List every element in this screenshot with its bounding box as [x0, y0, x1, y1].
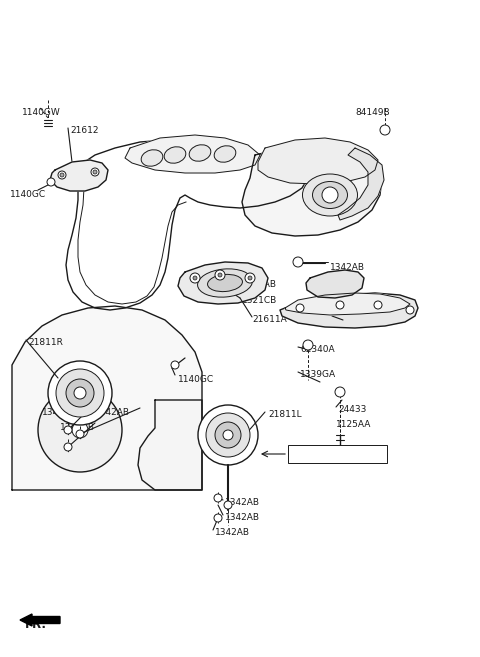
Polygon shape — [125, 135, 260, 173]
Text: 24433: 24433 — [338, 405, 366, 414]
Polygon shape — [258, 138, 378, 184]
Circle shape — [72, 422, 88, 438]
Ellipse shape — [198, 269, 252, 297]
Circle shape — [64, 443, 72, 451]
Text: FR.: FR. — [25, 618, 47, 631]
Circle shape — [245, 273, 255, 283]
Text: 21611A: 21611A — [252, 315, 287, 324]
Circle shape — [56, 369, 104, 417]
Text: 1342AB: 1342AB — [242, 280, 277, 289]
Text: 62340A: 62340A — [300, 345, 335, 354]
Circle shape — [66, 379, 94, 407]
Circle shape — [296, 304, 304, 312]
Circle shape — [406, 306, 414, 314]
Circle shape — [214, 494, 222, 502]
Ellipse shape — [141, 150, 163, 166]
Ellipse shape — [164, 147, 186, 163]
Circle shape — [190, 273, 200, 283]
Circle shape — [380, 125, 390, 135]
Text: 84149B: 84149B — [355, 108, 390, 117]
Circle shape — [93, 170, 97, 174]
Circle shape — [38, 388, 122, 472]
Text: 1342AB: 1342AB — [42, 408, 77, 417]
Text: 21811L: 21811L — [268, 410, 301, 419]
Circle shape — [215, 270, 225, 280]
Ellipse shape — [207, 275, 242, 292]
Polygon shape — [338, 148, 384, 220]
Text: 1342AB: 1342AB — [60, 423, 95, 432]
Text: 21811R: 21811R — [28, 338, 63, 347]
Circle shape — [60, 173, 64, 177]
Polygon shape — [306, 270, 364, 298]
Text: 1125AA: 1125AA — [336, 420, 372, 429]
Circle shape — [58, 171, 66, 179]
Ellipse shape — [214, 146, 236, 162]
Circle shape — [374, 301, 382, 309]
Circle shape — [303, 340, 313, 350]
FancyArrow shape — [20, 614, 60, 626]
Polygon shape — [50, 160, 108, 191]
Ellipse shape — [189, 145, 211, 161]
Text: 1140EF: 1140EF — [345, 318, 379, 327]
Circle shape — [293, 257, 303, 267]
Circle shape — [47, 178, 55, 186]
Circle shape — [74, 387, 86, 399]
FancyBboxPatch shape — [288, 445, 387, 463]
Circle shape — [91, 168, 99, 176]
Circle shape — [193, 276, 197, 280]
Polygon shape — [280, 293, 418, 328]
Text: 1140GC: 1140GC — [178, 375, 214, 384]
Text: 1342AB: 1342AB — [330, 263, 365, 272]
Text: REF.60-624: REF.60-624 — [290, 454, 340, 463]
Polygon shape — [178, 262, 268, 304]
Text: 1321CB: 1321CB — [242, 296, 277, 305]
Polygon shape — [138, 400, 202, 490]
Circle shape — [198, 405, 258, 465]
Circle shape — [322, 187, 338, 203]
Text: 1339GA: 1339GA — [300, 370, 336, 379]
Circle shape — [336, 301, 344, 309]
Circle shape — [248, 276, 252, 280]
Circle shape — [224, 501, 232, 509]
Text: 1140GC: 1140GC — [10, 190, 46, 199]
Circle shape — [335, 387, 345, 397]
Text: 1342AB: 1342AB — [225, 513, 260, 522]
Circle shape — [171, 361, 179, 369]
Circle shape — [214, 514, 222, 522]
Circle shape — [215, 422, 241, 448]
Text: 1140GW: 1140GW — [22, 108, 61, 117]
Polygon shape — [285, 293, 410, 315]
Text: 21612: 21612 — [70, 126, 98, 135]
Circle shape — [218, 273, 222, 277]
Circle shape — [223, 430, 233, 440]
Circle shape — [64, 426, 72, 434]
Text: 1342AB: 1342AB — [225, 498, 260, 507]
Text: 21813A: 21813A — [345, 300, 380, 309]
Circle shape — [76, 430, 84, 438]
Polygon shape — [12, 306, 202, 490]
Circle shape — [206, 413, 250, 457]
Polygon shape — [66, 140, 308, 310]
Ellipse shape — [312, 181, 348, 208]
Ellipse shape — [302, 174, 358, 216]
Circle shape — [48, 361, 112, 425]
Text: 1342AB: 1342AB — [215, 528, 250, 537]
Text: 1342AB: 1342AB — [95, 408, 130, 417]
Polygon shape — [242, 145, 382, 236]
